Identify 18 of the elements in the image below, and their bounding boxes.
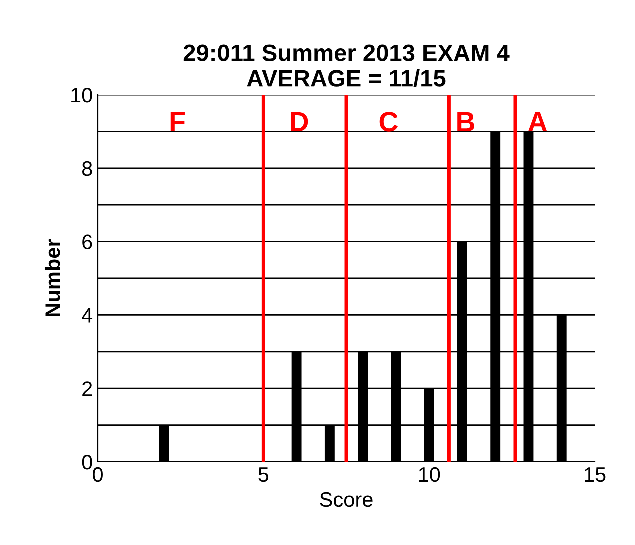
y-tick-label: 4 <box>82 308 93 323</box>
annotation: B <box>458 112 475 132</box>
x-tick-label: 15 <box>585 468 606 482</box>
y-tick-label: 8 <box>82 161 92 176</box>
y-tick-label: 2 <box>82 382 92 396</box>
y-tick-label: 0 <box>82 455 92 470</box>
x-tick-label: 5 <box>258 468 269 482</box>
y-tick-label: 6 <box>82 234 92 250</box>
x-tick-label: 10 <box>419 467 440 482</box>
x-tick-label: 0 <box>93 467 103 482</box>
x-axis-title: Score <box>320 492 373 508</box>
y-tick-label: 10 <box>72 88 92 103</box>
annotation: C <box>380 112 398 132</box>
annotation: A <box>528 112 548 132</box>
y-axis-title: Number <box>44 239 60 316</box>
annotation: D <box>291 112 308 132</box>
chart-title: 29:011 Summer 2013 EXAM 4 AVERAGE = 11/15 <box>184 44 510 88</box>
annotation: F <box>170 112 185 132</box>
